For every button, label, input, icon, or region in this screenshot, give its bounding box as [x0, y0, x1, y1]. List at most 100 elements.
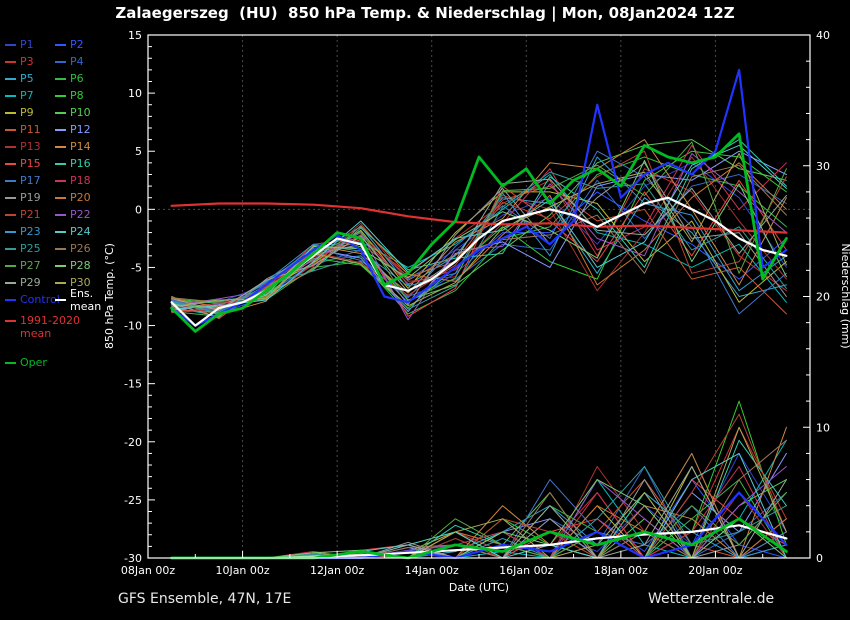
legend-item-p2-label: P2: [70, 38, 84, 51]
legend-item-p21-label: P21: [20, 208, 41, 221]
series-p8-precip: [171, 400, 787, 559]
legend-row: 1991-2020 mean: [5, 308, 147, 340]
legend-item-p7-label: P7: [20, 89, 34, 102]
legend-item-p7-swatch: [5, 94, 16, 97]
legend-item-p15-label: P15: [20, 157, 41, 170]
legend-item-p16: P16: [55, 155, 105, 172]
legend-item-ens-mean-label: Ens. mean: [70, 286, 102, 313]
series-1991-2020-mean-temp: [170, 202, 788, 234]
legend-item-p14-label: P14: [70, 140, 91, 153]
legend-item-p18: P18: [55, 172, 105, 189]
legend-item-p8-swatch: [55, 94, 66, 97]
legend-item-climate-mean-swatch: [5, 320, 16, 322]
legend-item-oper: Oper: [5, 354, 55, 371]
legend-item-p2-swatch: [55, 43, 66, 46]
series-p11-precip: [171, 479, 787, 559]
legend-item-control: Control: [5, 291, 60, 308]
legend-row: P27 P28: [5, 257, 147, 274]
legend-row: P7 P8: [5, 87, 147, 104]
legend-row: P11 P12: [5, 121, 147, 138]
legend-row: P17 P18: [5, 172, 147, 189]
legend-item-p17-label: P17: [20, 174, 41, 187]
legend-item-p18-swatch: [55, 179, 66, 182]
legend-item-p16-swatch: [55, 162, 66, 165]
legend-row: P19 P20: [5, 189, 147, 206]
series-p28-temp: [171, 160, 787, 309]
precip-tick-label: 40: [816, 29, 830, 42]
legend-item-p5-label: P5: [20, 72, 34, 85]
legend-item-p7: P7: [5, 87, 55, 104]
legend-item-p6-label: P6: [70, 72, 84, 85]
legend-item-p25: P25: [5, 240, 55, 257]
legend-item-p13-label: P13: [20, 140, 41, 153]
legend-item-ens-mean-swatch: [55, 298, 66, 301]
legend-row: P3 P4: [5, 53, 147, 70]
legend-item-p30-label: P30: [70, 276, 91, 289]
legend-item-p5-swatch: [5, 77, 16, 80]
legend-item-oper-label: Oper: [20, 356, 47, 369]
legend-item-p29-label: P29: [20, 276, 41, 289]
legend-item-p27: P27: [5, 257, 55, 274]
legend-item-p9-swatch: [5, 111, 16, 114]
legend-item-p13: P13: [5, 138, 55, 155]
legend-item-p28: P28: [55, 257, 105, 274]
legend-item-p12: P12: [55, 121, 105, 138]
legend-item-p24: P24: [55, 223, 105, 240]
legend-row: Control Ens. mean: [5, 287, 147, 313]
legend-item-p26: P26: [55, 240, 105, 257]
legend-item-p9: P9: [5, 104, 55, 121]
legend-item-p26-swatch: [55, 247, 66, 250]
series-p15-precip: [171, 479, 787, 559]
legend-item-control-label: Control: [20, 293, 60, 306]
series-p17-precip: [171, 479, 787, 559]
legend-item-oper-swatch: [5, 361, 16, 364]
y-axis-label-right: Niederschlag (mm): [839, 243, 850, 348]
legend-item-p11-label: P11: [20, 123, 41, 136]
legend-row: P1 P2: [5, 36, 147, 53]
x-tick-label: 20Jan 00z: [688, 564, 742, 577]
x-tick-label: 10Jan 00z: [215, 564, 269, 577]
legend-item-climate-mean-label: 1991-2020 mean: [20, 314, 80, 340]
legend-item-p16-label: P16: [70, 157, 91, 170]
series-p3-temp: [171, 168, 787, 309]
x-tick-label: 18Jan 00z: [594, 564, 648, 577]
x-tick-label: 16Jan 00z: [499, 564, 553, 577]
series-p10-precip: [171, 479, 787, 559]
legend-item-p29: P29: [5, 274, 55, 291]
x-axis-label: Date (UTC): [449, 581, 509, 594]
temp-tick-label: 5: [135, 145, 142, 158]
y-axis-label-left: 850 hPa Temp. (°C): [103, 243, 116, 349]
legend-item-p17-swatch: [5, 179, 16, 182]
legend-item-p26-label: P26: [70, 242, 91, 255]
legend-row: P29 P30: [5, 274, 147, 291]
temp-tick-label: 0: [135, 203, 142, 216]
legend: P1 P2 P3 P4 P5 P6 P7 P8 P9 P10 P11 P12 P13 P14 P15 P16 P…: [5, 36, 147, 371]
legend-item-p9-label: P9: [20, 106, 34, 119]
series-p21-precip: [171, 413, 787, 559]
legend-item-p1-label: P1: [20, 38, 34, 51]
legend-item-p8-label: P8: [70, 89, 84, 102]
series-p23-temp: [171, 156, 787, 315]
chart-title: Zalaegerszeg (HU) 850 hPa Temp. & Nieder…: [115, 4, 735, 22]
legend-item-p24-label: P24: [70, 225, 91, 238]
legend-item-p15: P15: [5, 155, 55, 172]
legend-item-p19-label: P19: [20, 191, 41, 204]
legend-item-p28-swatch: [55, 264, 66, 267]
legend-item-p19-swatch: [5, 196, 16, 199]
legend-item-p14-swatch: [55, 145, 66, 148]
series-oper-temp: [170, 132, 788, 333]
legend-item-p1: P1: [5, 36, 55, 53]
legend-item-p1-swatch: [5, 43, 16, 46]
legend-item-p23: P23: [5, 223, 55, 240]
legend-item-p22: P22: [55, 206, 105, 223]
legend-item-p11-swatch: [5, 128, 16, 131]
series-p27-temp: [171, 141, 787, 317]
legend-row: P5 P6: [5, 70, 147, 87]
x-tick-label: 14Jan 00z: [405, 564, 459, 577]
legend-item-p4: P4: [55, 53, 105, 70]
legend-item-p10-label: P10: [70, 106, 91, 119]
legend-item-p6-swatch: [55, 77, 66, 80]
legend-item-p22-swatch: [55, 213, 66, 216]
legend-item-p12-swatch: [55, 128, 66, 131]
legend-item-p23-swatch: [5, 230, 16, 233]
